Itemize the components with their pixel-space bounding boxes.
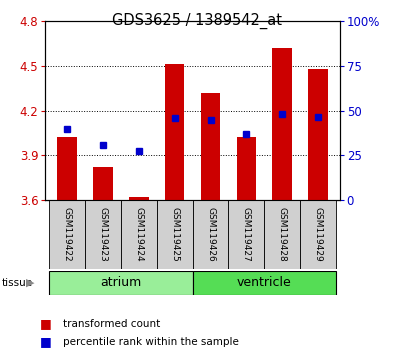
Bar	[93, 167, 113, 200]
Bar	[228, 200, 264, 269]
Bar	[193, 200, 228, 269]
Bar	[157, 200, 193, 269]
Bar	[129, 197, 149, 200]
Text: GSM119424: GSM119424	[134, 207, 143, 262]
Bar	[273, 48, 292, 200]
Text: percentile rank within the sample: percentile rank within the sample	[63, 337, 239, 347]
Bar	[201, 93, 220, 200]
Text: ventricle: ventricle	[237, 276, 292, 289]
Text: atrium: atrium	[100, 276, 141, 289]
Bar	[193, 271, 336, 295]
Bar	[121, 200, 157, 269]
Text: tissue: tissue	[2, 278, 33, 288]
Text: GSM119426: GSM119426	[206, 207, 215, 262]
Bar	[237, 137, 256, 200]
Bar	[308, 69, 328, 200]
Bar	[85, 200, 121, 269]
Text: GSM119427: GSM119427	[242, 207, 251, 262]
Bar	[300, 200, 336, 269]
Bar	[264, 200, 300, 269]
Text: GSM119429: GSM119429	[314, 207, 323, 262]
Text: ■: ■	[40, 318, 51, 330]
Text: ▶: ▶	[26, 278, 34, 288]
Bar	[57, 137, 77, 200]
Bar	[49, 271, 193, 295]
Text: ■: ■	[40, 335, 51, 348]
Text: GSM119422: GSM119422	[62, 207, 71, 262]
Bar	[49, 200, 85, 269]
Text: GDS3625 / 1389542_at: GDS3625 / 1389542_at	[113, 12, 282, 29]
Bar	[165, 64, 184, 200]
Text: GSM119423: GSM119423	[98, 207, 107, 262]
Text: GSM119428: GSM119428	[278, 207, 287, 262]
Text: transformed count: transformed count	[63, 319, 160, 329]
Text: GSM119425: GSM119425	[170, 207, 179, 262]
